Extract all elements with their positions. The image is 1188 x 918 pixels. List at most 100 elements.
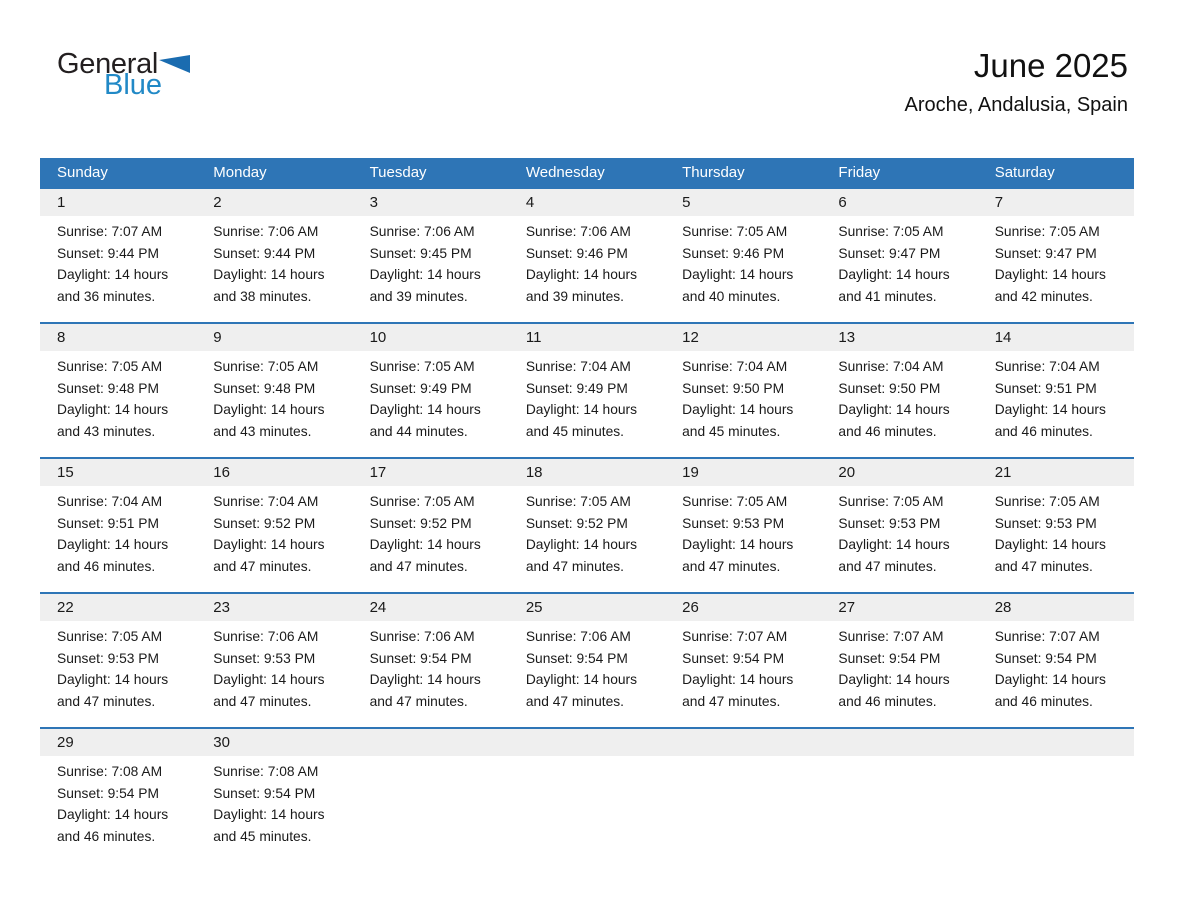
daylight-text: Daylight: 14 hours xyxy=(57,672,169,688)
daylight-text-cont: and 40 minutes. xyxy=(682,289,781,305)
day-details: Sunrise: 7:06 AM Sunset: 9:45 PM Daylight:… xyxy=(353,216,509,308)
day-details-empty xyxy=(821,756,977,761)
daylight-text-cont: and 36 minutes. xyxy=(57,289,156,305)
week-row-3: 15 Sunrise: 7:04 AM Sunset: 9:51 PM Dayligh… xyxy=(40,457,1134,592)
day-cell: 23 Sunrise: 7:06 AM Sunset: 9:53 PM Dayligh… xyxy=(196,594,353,727)
daylight-text-cont: and 47 minutes. xyxy=(994,559,1093,575)
daylight-text-cont: and 43 minutes. xyxy=(57,424,156,440)
sunset-text: Sunset: 9:50 PM xyxy=(838,380,941,396)
week-row-2: 8 Sunrise: 7:05 AM Sunset: 9:48 PM Daylight… xyxy=(40,322,1134,457)
daylight-text-cont: and 47 minutes. xyxy=(525,559,625,575)
sunset-text: Sunset: 9:49 PM xyxy=(525,380,628,396)
daylight-text: Daylight: 14 hours xyxy=(994,402,1106,418)
sunset-text: Sunset: 9:54 PM xyxy=(994,650,1097,666)
week-row-5: 29 Sunrise: 7:08 AM Sunset: 9:54 PM Dayligh… xyxy=(40,727,1134,862)
sunrise-text: Sunrise: 7:06 AM xyxy=(525,224,631,239)
daylight-text: Daylight: 14 hours xyxy=(213,672,325,688)
calendar: Sunday Monday Tuesday Wednesday Thursday… xyxy=(40,158,1134,862)
sunset-text: Sunset: 9:44 PM xyxy=(57,245,160,261)
day-cell: 5 Sunrise: 7:05 AM Sunset: 9:46 PM Daylight… xyxy=(665,189,822,322)
day-details: Sunrise: 7:04 AM Sunset: 9:51 PM Daylight:… xyxy=(40,486,196,578)
sunset-text: Sunset: 9:50 PM xyxy=(682,380,785,396)
sunset-text: Sunset: 9:53 PM xyxy=(57,650,160,666)
daylight-text-cont: and 47 minutes. xyxy=(525,694,625,710)
day-number: 29 xyxy=(40,729,197,756)
calendar-header-row: Sunday Monday Tuesday Wednesday Thursday… xyxy=(40,158,1134,187)
sunrise-text: Sunrise: 7:05 AM xyxy=(994,224,1100,239)
day-details: Sunrise: 7:07 AM Sunset: 9:54 PM Daylight:… xyxy=(821,621,977,713)
day-number: 19 xyxy=(665,459,822,486)
day-cell: 30 Sunrise: 7:08 AM Sunset: 9:54 PM Dayligh… xyxy=(196,729,353,862)
daylight-text: Daylight: 14 hours xyxy=(213,402,325,418)
sunset-text: Sunset: 9:54 PM xyxy=(838,650,941,666)
day-number: 9 xyxy=(196,324,353,351)
weekday-header-sunday: Sunday xyxy=(57,164,108,181)
sunrise-text: Sunrise: 7:05 AM xyxy=(369,494,475,509)
day-details: Sunrise: 7:06 AM Sunset: 9:54 PM Daylight:… xyxy=(509,621,665,713)
day-details: Sunrise: 7:05 AM Sunset: 9:52 PM Daylight:… xyxy=(509,486,665,578)
day-details: Sunrise: 7:05 AM Sunset: 9:53 PM Daylight:… xyxy=(665,486,821,578)
day-cell-empty xyxy=(977,729,1134,862)
daylight-text: Daylight: 14 hours xyxy=(838,267,950,283)
daylight-text-cont: and 47 minutes. xyxy=(57,694,156,710)
sunrise-text: Sunrise: 7:06 AM xyxy=(213,224,319,239)
day-number-empty xyxy=(352,729,509,756)
day-details: Sunrise: 7:05 AM Sunset: 9:48 PM Daylight:… xyxy=(40,351,196,443)
day-cell: 28 Sunrise: 7:07 AM Sunset: 9:54 PM Dayligh… xyxy=(977,594,1134,727)
day-details-empty xyxy=(353,756,509,761)
daylight-text-cont: and 47 minutes. xyxy=(682,559,781,575)
day-details: Sunrise: 7:06 AM Sunset: 9:54 PM Daylight:… xyxy=(353,621,509,713)
sunrise-text: Sunrise: 7:07 AM xyxy=(57,224,163,239)
sunrise-text: Sunrise: 7:05 AM xyxy=(57,359,163,374)
sunrise-text: Sunrise: 7:05 AM xyxy=(369,359,475,374)
daylight-text: Daylight: 14 hours xyxy=(369,267,481,283)
sunrise-text: Sunrise: 7:07 AM xyxy=(682,629,788,644)
day-details: Sunrise: 7:04 AM Sunset: 9:50 PM Daylight:… xyxy=(665,351,821,443)
day-details: Sunrise: 7:05 AM Sunset: 9:46 PM Daylight:… xyxy=(665,216,821,308)
day-number: 24 xyxy=(352,594,509,621)
day-number: 11 xyxy=(508,324,666,351)
day-number: 7 xyxy=(977,189,1134,216)
sunrise-text: Sunrise: 7:05 AM xyxy=(57,629,163,644)
day-number: 26 xyxy=(665,594,822,621)
daylight-text: Daylight: 14 hours xyxy=(369,402,481,418)
sunset-text: Sunset: 9:53 PM xyxy=(994,515,1097,531)
day-details: Sunrise: 7:07 AM Sunset: 9:54 PM Daylight:… xyxy=(978,621,1134,713)
daylight-text-cont: and 45 minutes. xyxy=(213,829,312,845)
sunset-text: Sunset: 9:45 PM xyxy=(369,245,472,261)
day-details: Sunrise: 7:07 AM Sunset: 9:54 PM Daylight:… xyxy=(665,621,821,713)
sunset-text: Sunset: 9:54 PM xyxy=(369,650,472,666)
day-details: Sunrise: 7:04 AM Sunset: 9:51 PM Daylight:… xyxy=(978,351,1134,443)
week-row-1: 1 Sunrise: 7:07 AM Sunset: 9:44 PM Daylight… xyxy=(40,187,1134,322)
day-cell: 18 Sunrise: 7:05 AM Sunset: 9:52 PM Dayligh… xyxy=(508,459,666,592)
daylight-text: Daylight: 14 hours xyxy=(57,537,169,553)
daylight-text: Daylight: 14 hours xyxy=(838,402,950,418)
daylight-text-cont: and 46 minutes. xyxy=(57,559,156,575)
daylight-text: Daylight: 14 hours xyxy=(682,402,794,418)
sunset-text: Sunset: 9:47 PM xyxy=(994,245,1097,261)
day-cell-empty xyxy=(665,729,822,862)
day-number: 20 xyxy=(821,459,978,486)
day-number: 21 xyxy=(977,459,1134,486)
day-number: 27 xyxy=(821,594,978,621)
daylight-text-cont: and 46 minutes. xyxy=(838,424,937,440)
day-details-empty xyxy=(509,756,665,761)
daylight-text: Daylight: 14 hours xyxy=(57,267,169,283)
daylight-text: Daylight: 14 hours xyxy=(682,672,794,688)
daylight-text-cont: and 38 minutes. xyxy=(213,289,312,305)
day-details: Sunrise: 7:06 AM Sunset: 9:44 PM Daylight:… xyxy=(196,216,352,308)
daylight-text-cont: and 47 minutes. xyxy=(838,559,937,575)
day-cell: 8 Sunrise: 7:05 AM Sunset: 9:48 PM Daylight… xyxy=(40,324,197,457)
sunset-text: Sunset: 9:53 PM xyxy=(213,650,316,666)
daylight-text: Daylight: 14 hours xyxy=(838,672,950,688)
daylight-text: Daylight: 14 hours xyxy=(213,537,325,553)
daylight-text: Daylight: 14 hours xyxy=(57,402,169,418)
location-subtitle: Aroche, Andalusia, Spain xyxy=(904,93,1129,116)
sunset-text: Sunset: 9:54 PM xyxy=(525,650,628,666)
sunrise-text: Sunrise: 7:04 AM xyxy=(682,359,788,374)
sunrise-text: Sunrise: 7:08 AM xyxy=(213,764,319,779)
day-cell-empty xyxy=(821,729,978,862)
daylight-text: Daylight: 14 hours xyxy=(369,672,481,688)
sunset-text: Sunset: 9:49 PM xyxy=(369,380,472,396)
